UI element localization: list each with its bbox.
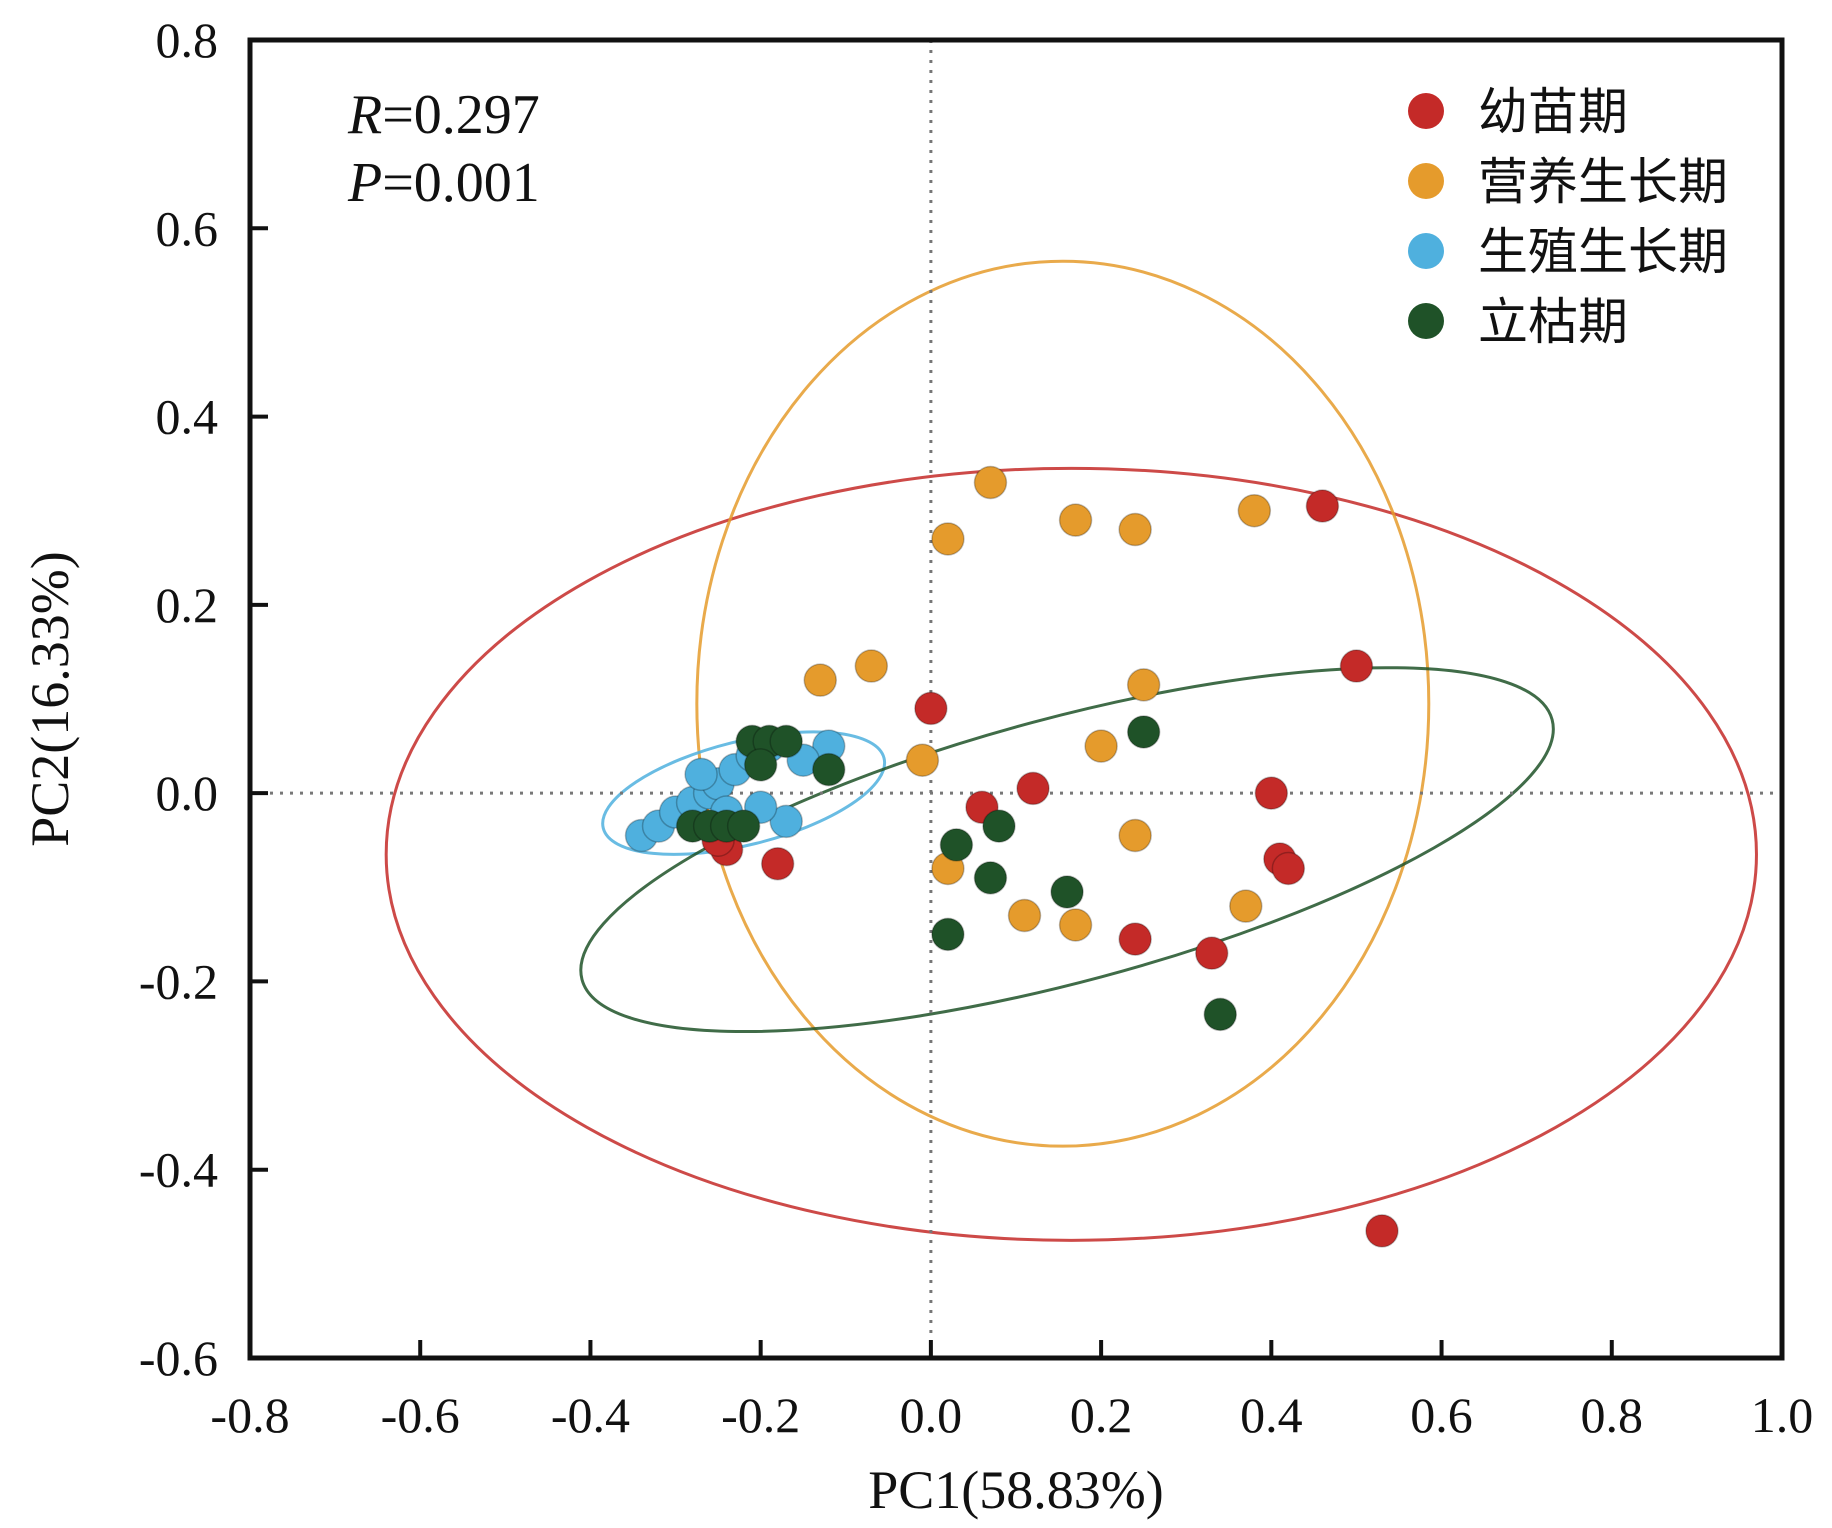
data-point-series-1 xyxy=(1271,851,1306,886)
data-point-series-4 xyxy=(982,809,1016,843)
data-point-series-4 xyxy=(939,828,974,862)
stats-annotation: R=0.297 P=0.001 xyxy=(347,84,540,214)
y-tick-label: 0.2 xyxy=(156,577,219,633)
x-tick-label: -0.4 xyxy=(551,1387,630,1443)
y-tick-label: 0.4 xyxy=(156,389,219,445)
data-point-series-2 xyxy=(905,743,940,777)
x-tick-label: 0.6 xyxy=(1410,1387,1473,1443)
x-tick-label: 1.0 xyxy=(1751,1387,1814,1443)
data-point-series-4 xyxy=(812,752,846,787)
data-point-series-1 xyxy=(1339,649,1374,683)
y-tick-label: -0.6 xyxy=(139,1330,218,1386)
data-points xyxy=(624,465,1399,1248)
y-tick-label: -0.2 xyxy=(139,953,218,1009)
axis-ticks: -0.8 -0.6 -0.4 -0.2 0.0 0.2 0.4 0.6 0.8 1.00.80.6… xyxy=(139,12,1813,1443)
data-point-series-4 xyxy=(1203,997,1238,1032)
data-point-series-2 xyxy=(803,663,837,697)
data-point-series-4 xyxy=(769,724,803,759)
legend-marker xyxy=(1408,303,1444,339)
data-point-series-1 xyxy=(1118,922,1152,956)
x-tick-label: 0.4 xyxy=(1240,1387,1303,1443)
x-tick-label: -0.8 xyxy=(210,1387,289,1443)
data-point-series-4 xyxy=(973,861,1008,895)
data-point-series-3 xyxy=(769,804,803,839)
x-tick-label: 0.2 xyxy=(1070,1387,1133,1443)
legend-label: 营养生长期 xyxy=(1478,153,1728,211)
legend-marker xyxy=(1408,233,1444,269)
r-statistic: R=0.297 xyxy=(347,84,540,146)
data-point-series-2 xyxy=(854,649,889,683)
legend-marker xyxy=(1408,93,1444,129)
data-point-series-4 xyxy=(726,809,761,843)
x-tick-label: -0.2 xyxy=(721,1387,800,1443)
data-point-series-2 xyxy=(1126,668,1161,702)
y-tick-label: 0.6 xyxy=(156,200,219,256)
y-tick-label: -0.4 xyxy=(139,1142,218,1198)
data-point-series-2 xyxy=(1084,729,1118,763)
data-point-series-2 xyxy=(1058,503,1093,537)
data-point-series-2 xyxy=(1118,818,1152,853)
x-tick-label: 0.0 xyxy=(900,1387,963,1443)
data-point-series-2 xyxy=(931,522,965,556)
y-tick-label: 0.8 xyxy=(156,12,219,68)
data-point-series-1 xyxy=(1305,489,1340,523)
p-statistic: P=0.001 xyxy=(347,152,540,214)
data-point-series-2 xyxy=(973,465,1008,500)
legend-label: 生殖生长期 xyxy=(1478,223,1728,281)
data-point-series-1 xyxy=(760,847,795,881)
data-point-series-2 xyxy=(1229,889,1263,923)
data-point-series-1 xyxy=(914,691,948,726)
legend-marker xyxy=(1408,163,1444,199)
data-point-series-2 xyxy=(1058,908,1093,942)
data-point-series-2 xyxy=(1237,493,1272,528)
y-tick-label: 0.0 xyxy=(156,765,219,821)
data-point-series-1 xyxy=(1016,771,1050,806)
legend-label: 立枯期 xyxy=(1478,293,1628,351)
confidence-ellipse-1 xyxy=(384,466,1758,1242)
data-point-series-4 xyxy=(931,917,965,952)
x-axis-title: PC1(58.83%) xyxy=(868,1460,1164,1520)
confidence-ellipses xyxy=(384,259,1758,1242)
data-point-series-4 xyxy=(1050,875,1084,909)
data-point-series-4 xyxy=(1126,715,1161,749)
confidence-ellipse-4 xyxy=(579,666,1555,1034)
data-point-series-2 xyxy=(1118,512,1152,547)
confidence-ellipse-3 xyxy=(601,730,887,856)
x-tick-label: 0.8 xyxy=(1581,1387,1644,1443)
data-point-series-1 xyxy=(1195,936,1229,970)
plot-frame xyxy=(247,37,1785,1361)
data-point-series-4 xyxy=(743,748,778,782)
x-tick-label: -0.6 xyxy=(381,1387,460,1443)
data-point-series-2 xyxy=(1007,898,1042,933)
legend-label: 幼苗期 xyxy=(1478,83,1628,141)
data-point-series-3 xyxy=(684,757,718,792)
data-point-series-1 xyxy=(1365,1214,1399,1248)
y-axis-title: PC2(16.33%) xyxy=(20,551,80,847)
data-point-series-1 xyxy=(1254,776,1289,810)
confidence-ellipse-2 xyxy=(695,259,1431,1148)
